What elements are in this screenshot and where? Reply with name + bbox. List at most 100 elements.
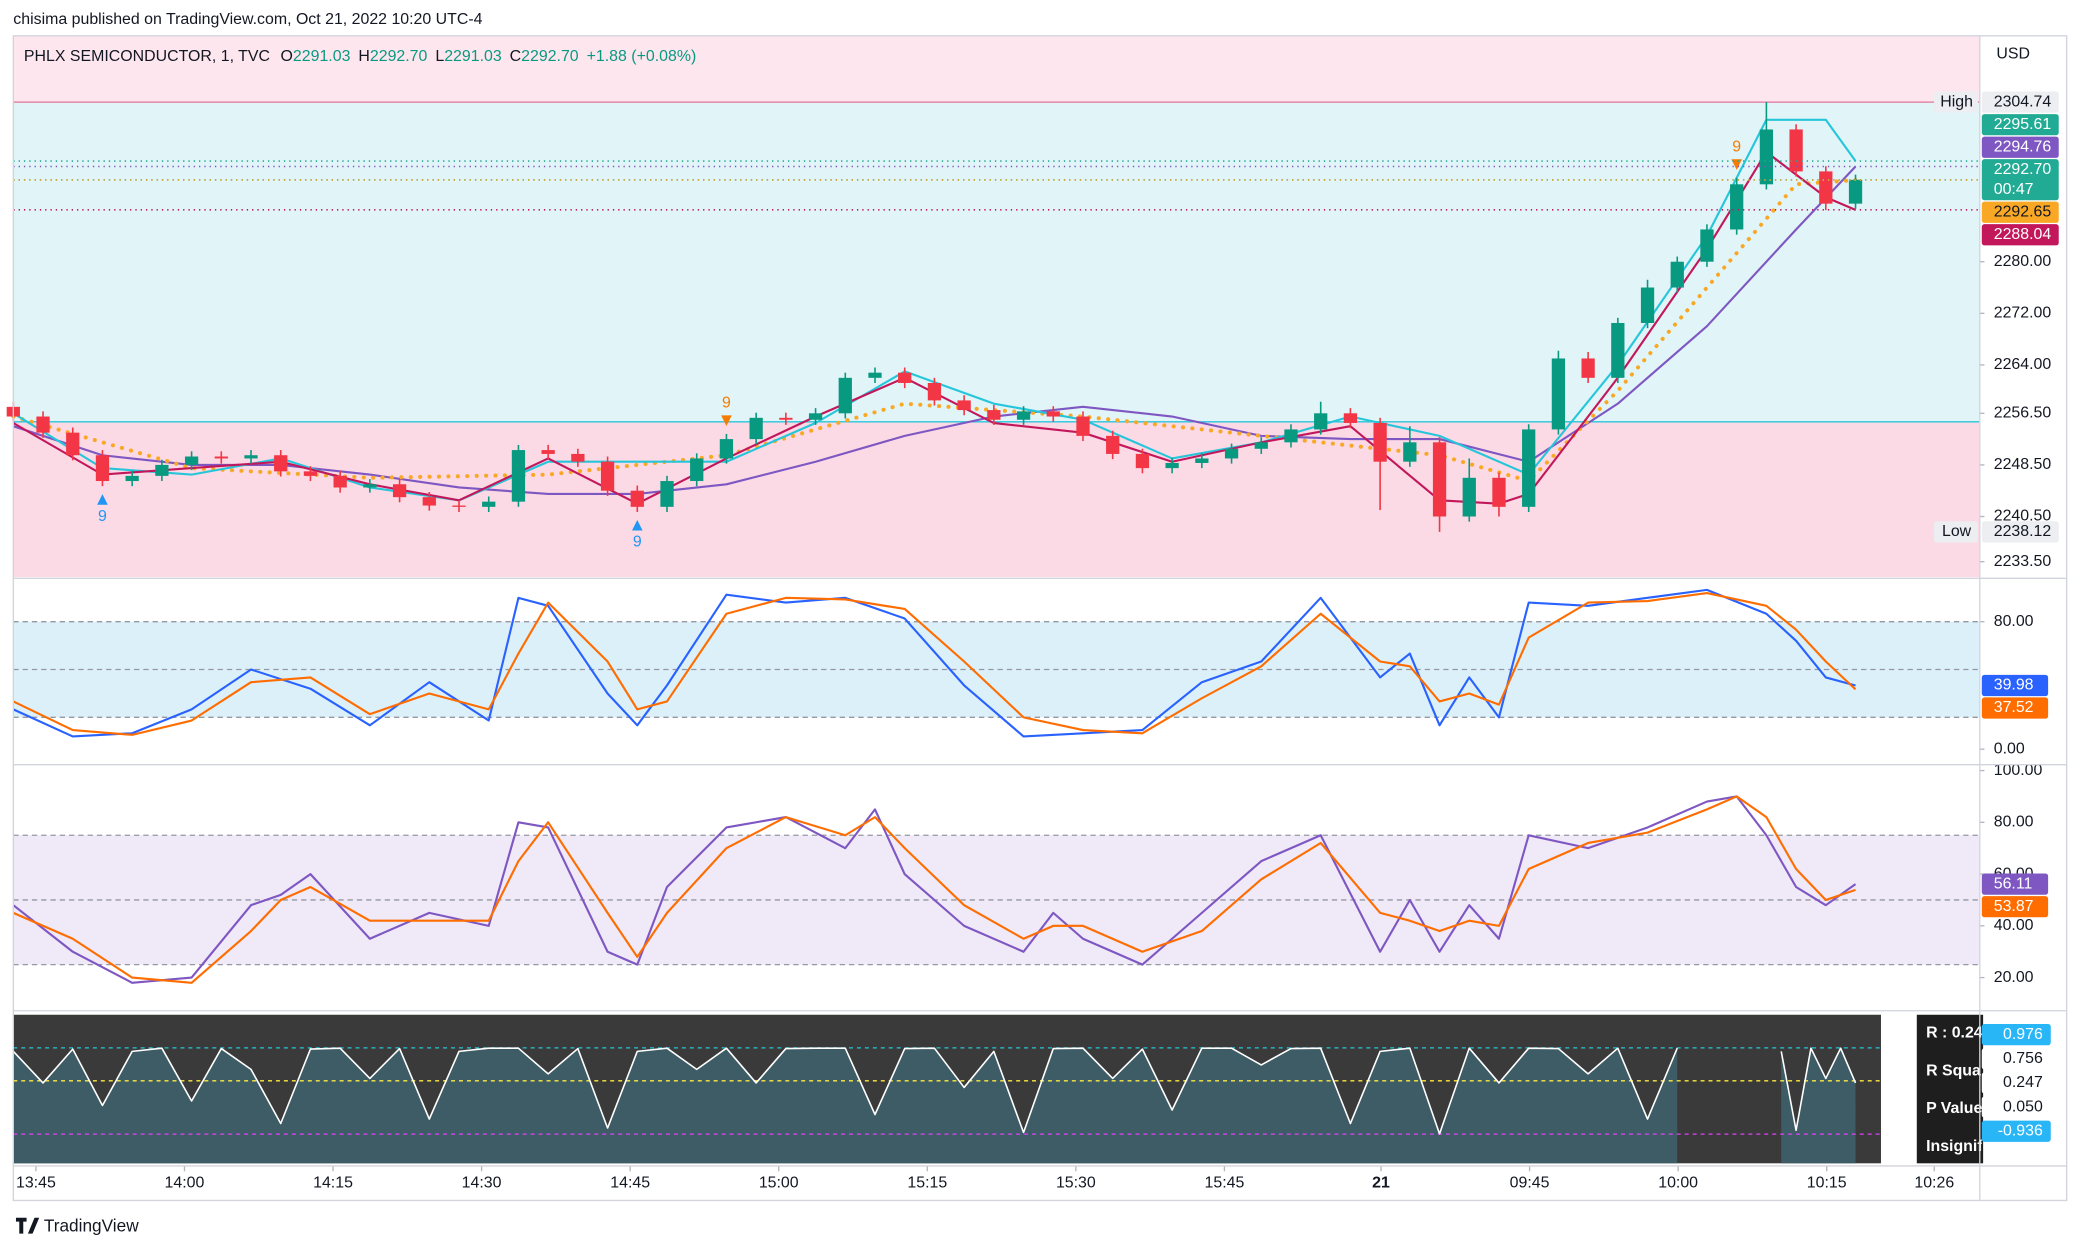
- candle-body: [214, 456, 228, 459]
- line: [11, 178, 1858, 483]
- stat-label: R : 0.24: [1926, 1025, 1983, 1042]
- candle-body: [1848, 179, 1863, 204]
- pane-top-zone: [13, 35, 1980, 103]
- stat-tag: [1981, 1024, 2051, 1046]
- range-tag-text: Low: [1942, 523, 1972, 540]
- end-tag: [1981, 674, 2049, 697]
- candle-body: [749, 417, 763, 440]
- stat-text: 0.756: [2003, 1050, 2043, 1067]
- x-tick-label: 15:15: [907, 1174, 947, 1191]
- legend-key: H: [358, 48, 369, 65]
- candle-body: [1462, 477, 1476, 517]
- legend-value: 2292.70: [521, 48, 579, 65]
- marker-label: 9: [722, 395, 731, 412]
- candle-body: [184, 456, 199, 465]
- candle-body: [1403, 442, 1417, 462]
- candle-body: [1016, 411, 1031, 420]
- marker-label: 9: [98, 508, 107, 525]
- level-band: [13, 621, 1980, 718]
- candle-body: [333, 475, 347, 488]
- level-band: [13, 835, 1980, 965]
- publish-header: chisima published on TradingView.com, Oc…: [13, 11, 482, 28]
- x-tick-label: 10:15: [1807, 1174, 1847, 1191]
- candle-body: [1314, 413, 1328, 430]
- legend-key: L: [435, 48, 444, 65]
- candle-body: [511, 450, 526, 502]
- marker: [97, 494, 108, 505]
- marker-label: 9: [1732, 139, 1741, 156]
- candle-body: [155, 464, 169, 476]
- frame: [12, 35, 2068, 1202]
- line: [12, 1047, 1857, 1135]
- candle-body: [660, 481, 674, 507]
- range-value-tag: [1981, 91, 2059, 113]
- candle-body: [808, 413, 823, 420]
- legend-change: +1.88 (+0.08%): [587, 48, 697, 65]
- candle-body: [630, 490, 644, 507]
- candle-body: [571, 453, 585, 462]
- price-tag-text: 2292.65: [1994, 203, 2052, 220]
- footer-logo: TradingView: [44, 1216, 139, 1236]
- y-tick-label: 40.00: [1994, 917, 2034, 934]
- line: [12, 795, 1856, 984]
- candle-body: [452, 505, 466, 507]
- price-tag-text: 2294.76: [1994, 138, 2052, 155]
- stat-label: Insignific: [1926, 1138, 1996, 1155]
- end-tag-text: 56.11: [1994, 875, 2033, 892]
- candle-body: [690, 458, 704, 482]
- stat-label: P Value: [1926, 1100, 1982, 1117]
- stat-text: 0.247: [2003, 1074, 2043, 1091]
- range-tag: [1934, 521, 1978, 543]
- price-tag: [1981, 201, 2059, 223]
- candle-body: [125, 475, 139, 482]
- x-tick-label: 15:45: [1205, 1174, 1245, 1191]
- stat-label: R Squar: [1926, 1062, 1987, 1079]
- legend-value: 2292.70: [370, 48, 428, 65]
- candle-body: [987, 410, 1001, 420]
- candle-body: [363, 484, 377, 488]
- end-tag: [1981, 896, 2049, 918]
- candle-body: [392, 484, 407, 498]
- x-tick-label: 10:00: [1658, 1174, 1698, 1191]
- candle-body: [1700, 229, 1714, 262]
- candle-body: [1254, 442, 1268, 449]
- y-tick-label: 100.00: [1994, 762, 2043, 779]
- price-tag: [1981, 224, 2059, 246]
- candle-body: [1670, 261, 1684, 288]
- y-tick-label: 0.00: [1994, 740, 2025, 757]
- marker: [1731, 159, 1742, 170]
- range-tag: [1934, 91, 1978, 113]
- y-tick-label: 80.00: [1994, 814, 2034, 831]
- candle-body: [1046, 411, 1060, 417]
- legend-key: C: [510, 48, 522, 65]
- stat-text: 0.976: [2003, 1026, 2043, 1043]
- stat-tag: [1981, 1120, 2051, 1142]
- stat-text: -0.936: [1998, 1122, 2043, 1139]
- candle-body: [719, 439, 734, 459]
- marker: [721, 415, 732, 426]
- price-tag: [1981, 114, 2059, 136]
- logo-icon: [15, 1217, 40, 1234]
- price-tag-text: 2292.70: [1994, 161, 2052, 178]
- marker: [631, 519, 643, 531]
- y-tick-label: 2272.00: [1994, 305, 2052, 322]
- x-tick-label: 15:30: [1056, 1174, 1096, 1191]
- candle-body: [541, 450, 555, 454]
- candle-body: [36, 416, 50, 433]
- candle-body: [838, 377, 852, 414]
- x-tick-label: 14:00: [165, 1174, 205, 1191]
- countdown: 00:47: [1994, 181, 2034, 198]
- y-tick-label: 2264.00: [1994, 356, 2052, 373]
- price-tag: [1981, 159, 2059, 201]
- y-tick-label: 2256.50: [1994, 405, 2052, 422]
- legend: PHLX SEMICONDUCTOR, 1, TVC O2291.03 H2292.…: [24, 48, 696, 65]
- candle-body: [66, 432, 80, 456]
- candle-body: [600, 461, 615, 491]
- stat-tag: [1981, 1096, 2051, 1118]
- y-tick-label: 80.00: [1994, 613, 2034, 630]
- legend-value: 2291.03: [444, 48, 502, 65]
- y-tick-label: 2248.50: [1994, 456, 2052, 473]
- candle-body: [1224, 448, 1239, 459]
- candle-body: [1730, 184, 1744, 230]
